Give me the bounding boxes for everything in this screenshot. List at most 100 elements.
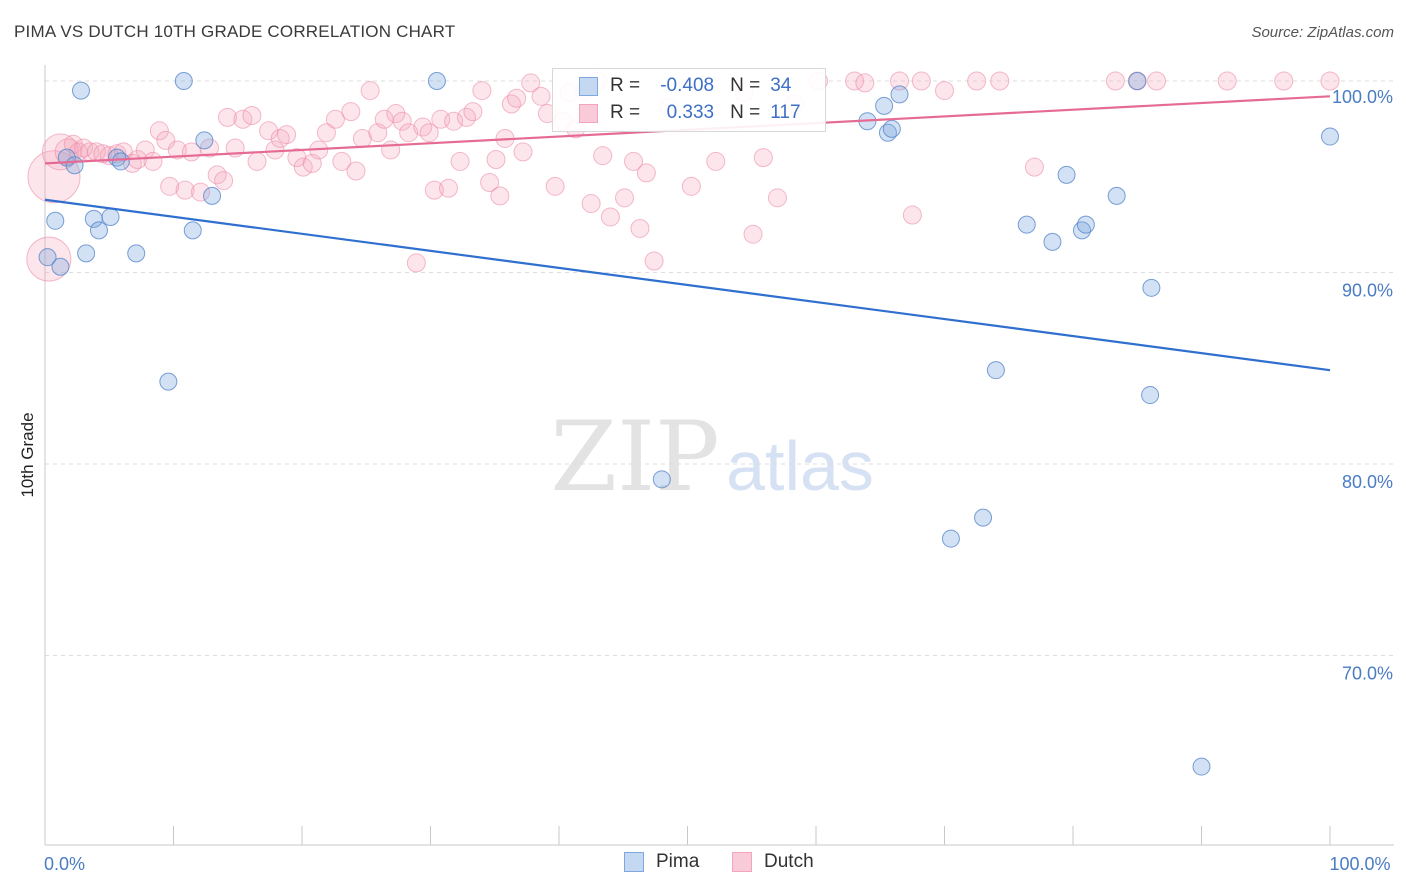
- dutch-point: [277, 125, 297, 145]
- pima-point: [101, 207, 120, 226]
- pima-point: [1043, 232, 1062, 251]
- dutch-point: [507, 88, 527, 108]
- trend-lines: [44, 95, 1331, 372]
- dutch-point: [531, 86, 551, 106]
- dutch-point: [242, 105, 262, 125]
- y-tick-label: 100.0%: [1332, 87, 1393, 107]
- pima-point: [1057, 165, 1076, 184]
- dutch-point: [450, 151, 470, 171]
- dutch-point: [513, 142, 533, 162]
- pima-point: [1142, 278, 1161, 297]
- axes: [44, 65, 1394, 846]
- pima-n-label: N =: [730, 75, 761, 96]
- dutch-point: [990, 71, 1010, 91]
- dutch-swatch: [579, 103, 598, 123]
- pima-point: [46, 211, 65, 230]
- pima-point: [941, 529, 960, 548]
- dutch-point: [346, 161, 366, 181]
- pima-point: [195, 131, 214, 150]
- pima-point: [183, 221, 202, 240]
- pima-legend-label: Pima: [656, 851, 700, 872]
- pima-trend-line: [44, 198, 1331, 372]
- pima-point: [1192, 757, 1211, 776]
- dutch-point: [486, 150, 506, 170]
- dutch-point: [681, 176, 701, 196]
- dutch-legend-label: Dutch: [764, 851, 814, 872]
- pima-point: [986, 361, 1005, 380]
- legend-item-pima[interactable]: Pima: [624, 851, 699, 873]
- dutch-point: [247, 151, 267, 171]
- pima-point: [174, 72, 193, 90]
- pima-point: [974, 508, 993, 527]
- dutch-point: [472, 81, 492, 101]
- dutch-n-label: N =: [730, 102, 761, 123]
- pima-point: [652, 470, 671, 489]
- dutch-point: [753, 148, 773, 168]
- dutch-r-value: 0.333: [666, 102, 715, 123]
- dutch-n-value: 117: [770, 102, 801, 123]
- dutch-point: [615, 188, 635, 208]
- series-legend: Pima Dutch: [0, 851, 1406, 877]
- pima-point: [1128, 72, 1147, 90]
- dutch-point: [149, 121, 169, 141]
- pima-point: [51, 257, 70, 276]
- dutch-point: [27, 150, 81, 204]
- dutch-point: [636, 163, 656, 183]
- dutch-point: [490, 186, 510, 206]
- pima-point: [38, 248, 57, 267]
- dutch-r-label: R =: [610, 102, 641, 123]
- pima-point: [111, 152, 130, 171]
- dutch-point: [438, 178, 458, 198]
- pima-point: [427, 72, 446, 90]
- dutch-point: [341, 102, 361, 122]
- legend-row-dutch: R = 0.333 N = 117: [553, 100, 801, 126]
- pima-legend-swatch: [624, 852, 644, 872]
- dutch-point: [259, 121, 279, 141]
- dutch-point: [902, 205, 922, 225]
- dutch-point: [935, 81, 954, 101]
- pima-r-value: -0.408: [660, 75, 715, 96]
- dutch-point: [190, 182, 210, 202]
- dutch-point: [706, 151, 726, 171]
- x-tick-label: 0.0%: [44, 854, 85, 874]
- dutch-point: [743, 224, 763, 244]
- dutch-point: [1147, 71, 1167, 91]
- dutch-point: [480, 172, 500, 192]
- dutch-point: [167, 140, 187, 160]
- dutch-point: [521, 73, 541, 93]
- dutch-point: [143, 151, 163, 171]
- pima-point: [1107, 186, 1126, 205]
- chart-title: PIMA VS DUTCH 10TH GRADE CORRELATION CHA…: [14, 22, 456, 41]
- pima-swatch: [579, 76, 598, 96]
- dutch-point: [855, 73, 875, 93]
- dutch-point: [1274, 71, 1294, 91]
- dutch-point: [392, 111, 412, 131]
- pima-point: [71, 81, 90, 100]
- pima-point: [1321, 127, 1339, 146]
- dutch-point: [545, 176, 565, 196]
- pima-point: [1076, 215, 1095, 234]
- pima-r-label: R =: [610, 75, 641, 96]
- dutch-point: [1320, 71, 1340, 91]
- watermark-atlas: atlas: [726, 427, 874, 505]
- dutch-point: [967, 71, 987, 91]
- dutch-point: [444, 111, 464, 131]
- tick-labels: 100.0% 90.0% 80.0% 70.0% 0.0% 100.0%: [44, 87, 1393, 874]
- dutch-point: [360, 81, 380, 101]
- dutch-point: [630, 218, 650, 238]
- dutch-point: [600, 207, 620, 227]
- dutch-point: [419, 123, 439, 143]
- legend-item-dutch[interactable]: Dutch: [732, 851, 814, 873]
- dutch-point: [93, 144, 113, 164]
- dutch-point: [593, 146, 613, 166]
- dutch-point: [325, 109, 345, 129]
- y-tick-label: 90.0%: [1342, 281, 1393, 301]
- pima-point: [65, 156, 84, 175]
- y-tick-label: 70.0%: [1342, 664, 1393, 684]
- y-tick-label: 80.0%: [1342, 472, 1393, 492]
- dutch-legend-swatch: [732, 852, 752, 872]
- dutch-point: [399, 123, 419, 143]
- dutch-point: [217, 107, 237, 127]
- dutch-point: [1105, 71, 1125, 91]
